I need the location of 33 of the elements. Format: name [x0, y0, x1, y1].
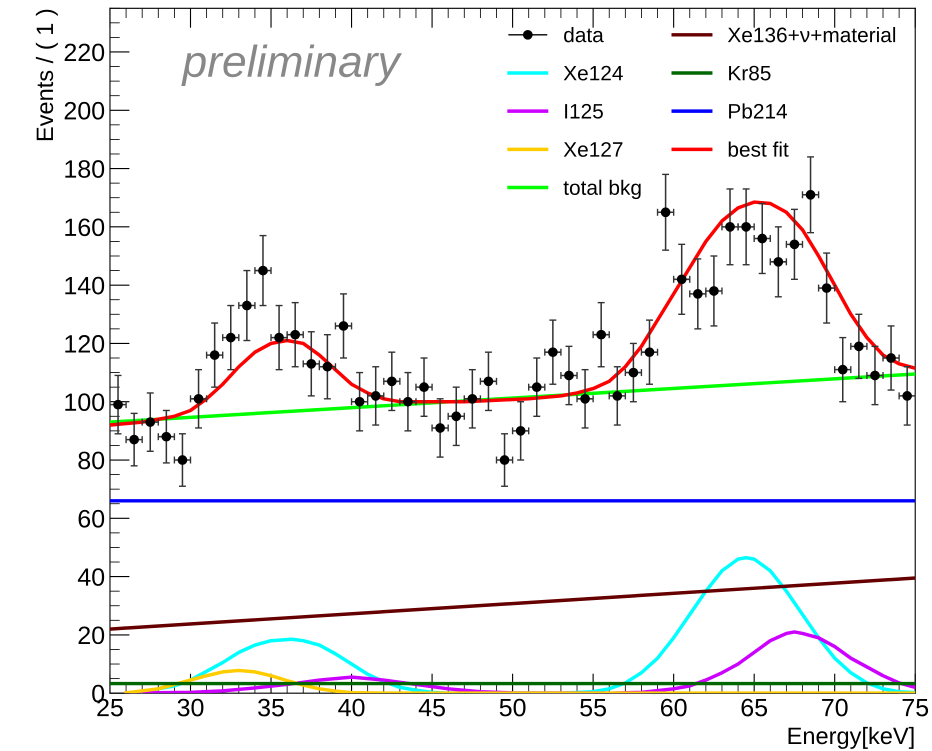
legend-label: data	[564, 27, 604, 42]
x-tick-label: 75	[902, 698, 928, 716]
y-axis-title: Events / ( 1 )	[36, 10, 58, 140]
annotation: preliminary	[181, 44, 402, 86]
x-tick-label: 30	[178, 698, 204, 716]
x-tick-label: 65	[742, 698, 768, 716]
x-tick-label: 55	[580, 698, 606, 716]
legend-label: Xe124	[564, 66, 623, 80]
x-tick-label: 60	[661, 698, 687, 716]
y-tick-label: 60	[78, 510, 104, 528]
legend-label: Kr85	[729, 66, 771, 80]
y-tick-label: 140	[65, 276, 104, 294]
x-tick-label: 35	[258, 698, 284, 716]
y-tick-label: 40	[78, 568, 104, 586]
y-tick-label: 100	[65, 393, 104, 412]
y-tick-label: 20	[78, 626, 104, 644]
legend-label: Xe127	[564, 142, 622, 157]
x-tick-label: 50	[500, 698, 526, 716]
x-tick-label: 45	[418, 698, 445, 716]
x-tick-label: 40	[338, 698, 364, 716]
y-tick-label: 80	[78, 452, 104, 470]
y-tick-label: 220	[64, 44, 104, 62]
x-axis-title: Energy[keV]	[788, 726, 914, 749]
legend-label: I125	[565, 104, 603, 119]
y-tick-label: 160	[65, 218, 104, 236]
legend-label: Pb214	[729, 103, 788, 119]
legend-label: Xe136+ν+material	[728, 27, 896, 42]
y-tick-label: 120	[65, 335, 104, 353]
y-tick-label: 180	[65, 160, 104, 178]
x-tick-label: 70	[822, 698, 848, 716]
legend-label: total bkg	[564, 180, 641, 200]
y-tick-label: 200	[64, 102, 104, 120]
legend-label: best fit	[728, 142, 789, 157]
